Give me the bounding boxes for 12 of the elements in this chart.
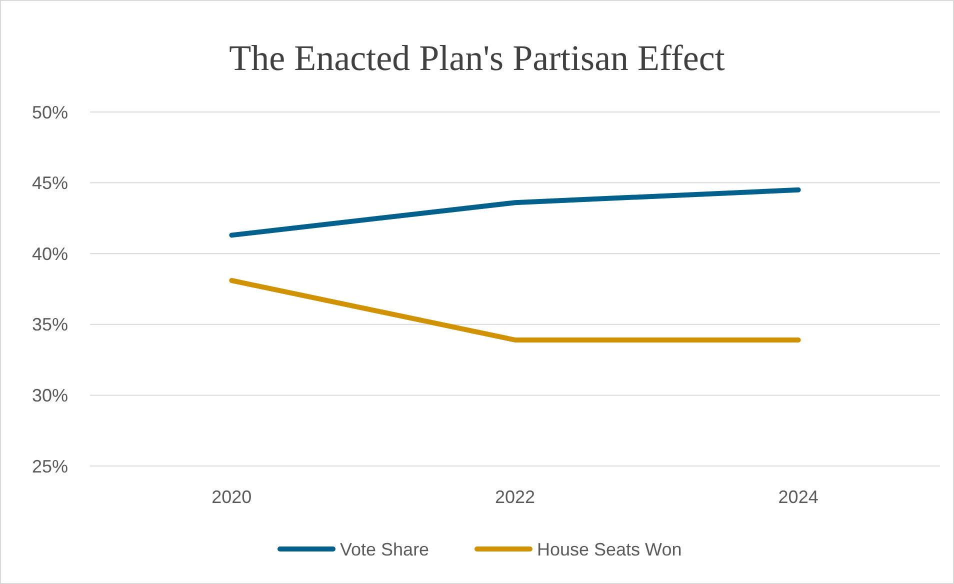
x-tick-label: 2020 [212, 487, 252, 507]
y-tick-label: 35% [32, 314, 68, 335]
chart-title: The Enacted Plan's Partisan Effect [229, 38, 725, 78]
legend-label: Vote Share [340, 539, 430, 560]
x-tick-label: 2024 [778, 487, 818, 507]
legend-label: House Seats Won [537, 539, 682, 560]
y-tick-label: 30% [32, 386, 68, 406]
x-tick-label: 2022 [494, 487, 536, 507]
y-tick-label: 45% [32, 173, 68, 194]
y-tick-label: 40% [32, 244, 68, 264]
y-tick-label: 50% [32, 102, 68, 122]
y-tick-label: 25% [32, 456, 68, 476]
